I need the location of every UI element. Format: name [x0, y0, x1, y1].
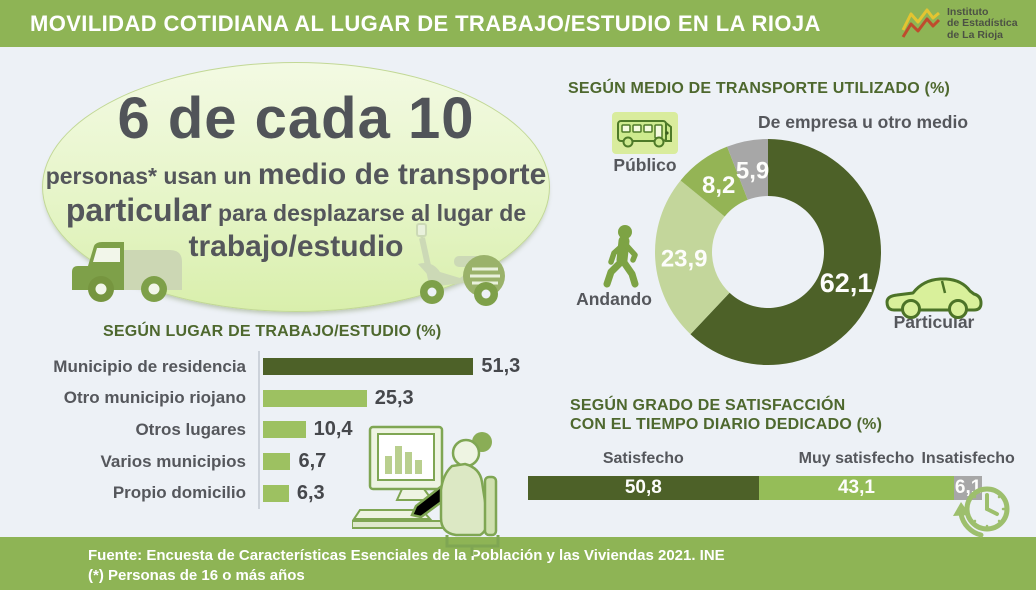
- clock-arrow-icon: [953, 486, 1010, 538]
- transport-chart-title: SEGÚN MEDIO DE TRANSPORTE UTILIZADO (%): [568, 80, 951, 97]
- satisfaction-stacked-bar: 50,8 43,1 6,1: [528, 476, 982, 500]
- bar-category-label: Otro municipio riojano: [63, 388, 246, 408]
- donut-segment: [727, 139, 768, 200]
- hero-subtext: personas* usan un medio de transporte pa…: [45, 158, 547, 263]
- bar-row: Propio domicilio 6,3: [40, 477, 540, 509]
- bar-category-label: Varios municipios: [100, 451, 247, 471]
- donut-segment: [655, 180, 730, 335]
- donut-value: 5,9: [736, 157, 769, 184]
- label-andando: Andando: [576, 289, 652, 309]
- bar-track: 25,3: [258, 382, 414, 415]
- bar-track: 6,3: [258, 477, 325, 509]
- satisfaction-chart-title: SEGÚN GRADO DE SATISFACCIÓN CON EL TIEMP…: [570, 397, 883, 433]
- bus-icon-tile: [612, 112, 678, 154]
- zigzag-chart-icon: [901, 8, 941, 38]
- stack-segment-label: Satisfecho: [602, 450, 684, 467]
- institute-logo: Instituto de Estadística de La Rioja: [901, 6, 1018, 42]
- satisfaction-labels: Satisfecho Muy satisfecho Insatisfecho: [528, 450, 1015, 468]
- bar-value: 51,3: [481, 355, 521, 378]
- bar: [263, 421, 306, 439]
- transport-donut-chart: 62,1 23,9 8,2 5,9: [653, 137, 883, 367]
- bar: [263, 453, 291, 471]
- bar-row: Otros lugares 10,4: [40, 414, 540, 446]
- car-outline-icon: [885, 277, 983, 319]
- header-bar: MOVILIDAD COTIDIANA AL LUGAR DE TRABAJO/…: [0, 0, 1036, 47]
- page-title: MOVILIDAD COTIDIANA AL LUGAR DE TRABAJO/…: [30, 11, 821, 36]
- donut-segment: [680, 146, 748, 217]
- bar-value: 6,3: [296, 481, 325, 504]
- bar-value: 25,3: [374, 386, 414, 409]
- logo-text: Instituto de Estadística de La Rioja: [947, 5, 1018, 41]
- stack-segment: 50,8: [528, 476, 759, 500]
- place-bar-chart: Municipio de residencia 51,3 Otro municipi…: [40, 351, 540, 509]
- bar-row: Otro municipio riojano 25,3: [40, 382, 540, 415]
- bus-icon: [617, 120, 672, 148]
- pedestrian-icon: [603, 225, 639, 288]
- donut-value: 8,2: [702, 172, 735, 199]
- bar-track: 10,4: [258, 414, 353, 446]
- bar-track: 51,3: [258, 351, 520, 383]
- bar-value: 10,4: [313, 418, 353, 441]
- bar: [263, 389, 367, 407]
- donut-segment: [690, 139, 881, 365]
- bar-track: 6,7: [258, 445, 327, 478]
- source-note: Fuente: Encuesta de Características Esen…: [88, 547, 725, 584]
- scooter-pictogram-icon: [416, 223, 505, 306]
- bar-row: Municipio de residencia 51,3: [40, 351, 540, 383]
- woman-at-computer-illustration: [352, 425, 500, 556]
- label-publico: Público: [613, 155, 677, 175]
- stack-segment-label: Insatisfecho: [921, 450, 1015, 467]
- car-pictogram-icon: [72, 242, 182, 302]
- bar: [263, 358, 474, 376]
- bar-category-label: Otros lugares: [135, 419, 246, 439]
- donut-value: 23,9: [661, 245, 708, 272]
- label-de-empresa: De empresa u otro medio: [758, 112, 969, 132]
- stack-segment-label: Muy satisfecho: [798, 450, 915, 467]
- bar-category-label: Propio domicilio: [112, 483, 246, 503]
- donut-value: 62,1: [820, 268, 873, 298]
- stack-segment: 43,1: [758, 476, 955, 500]
- bar-row: Varios municipios 6,7: [40, 445, 540, 478]
- footer-bar: Fuente: Encuesta de Características Esen…: [0, 537, 1036, 590]
- bar-value: 6,7: [298, 450, 327, 473]
- bar: [263, 484, 289, 502]
- hero-headline: 6 de cada 10: [117, 86, 475, 151]
- bar-category-label: Municipio de residencia: [53, 356, 246, 376]
- place-chart-title: SEGÚN LUGAR DE TRABAJO/ESTUDIO (%): [103, 323, 442, 340]
